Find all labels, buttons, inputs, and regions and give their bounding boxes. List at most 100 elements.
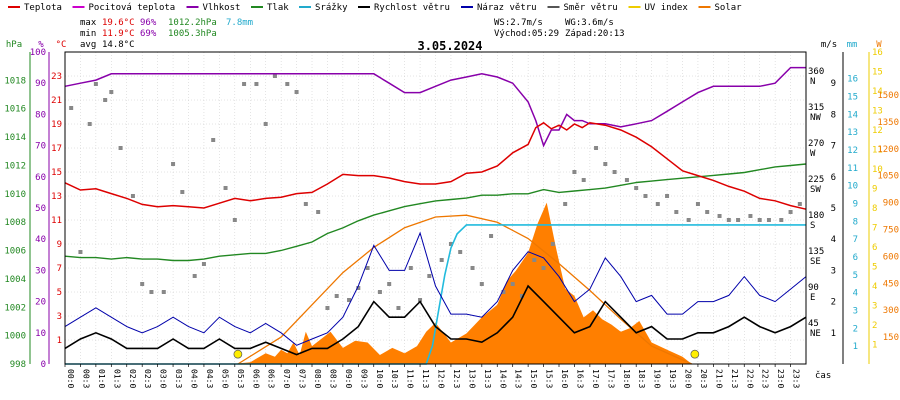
tick-label-rain: 1 xyxy=(853,342,858,352)
tick-label-x: 16:3 xyxy=(575,369,584,388)
tick-label-x: 07:0 xyxy=(282,369,291,388)
tick-label-uv: 5 xyxy=(872,263,877,273)
unit-solar: W xyxy=(876,40,882,50)
tick-label-solar: 300 xyxy=(883,306,899,316)
tick-label-wind: 1 xyxy=(831,329,836,339)
tick-label-x: 21:3 xyxy=(730,369,739,388)
tick-label-pressure: 1012 xyxy=(4,161,26,171)
wind-direction-point xyxy=(272,74,277,78)
tick-label-solar: 900 xyxy=(883,199,899,209)
legend-label-6: Náraz větru xyxy=(477,3,537,13)
wind-direction-point xyxy=(140,282,145,286)
tick-label-solar: 1200 xyxy=(877,145,899,155)
tick-label-x: 12:0 xyxy=(437,369,446,388)
tick-label-rain: 8 xyxy=(853,217,858,227)
wind-direction-point xyxy=(736,218,741,222)
wind-direction-point xyxy=(223,186,228,190)
tick-label-direction: 135 xyxy=(808,247,824,257)
tick-label-temperature: 9 xyxy=(57,240,62,250)
tick-label-uv: 1 xyxy=(872,341,877,351)
tick-label-x: 02:3 xyxy=(143,369,152,388)
tick-label-rain: 14 xyxy=(847,110,858,120)
stats-max-humidity: 96% xyxy=(140,18,157,28)
tick-label-wind: 2 xyxy=(831,298,836,308)
wind-direction-point xyxy=(285,82,290,86)
wind-direction-point xyxy=(334,294,339,298)
tick-label-wind: 7 xyxy=(831,142,836,152)
unit-wind: m/s xyxy=(821,40,837,50)
tick-label-x: 13:0 xyxy=(467,369,476,388)
tick-label-rain: 13 xyxy=(847,128,858,138)
tick-label-wind: 8 xyxy=(831,110,836,120)
tick-label-direction-name: SE xyxy=(810,257,821,267)
stats-max-pressure: 1012.2hPa xyxy=(168,18,217,28)
tick-label-rain: 16 xyxy=(847,75,858,85)
wind-direction-point xyxy=(294,90,299,94)
unit-humidity: % xyxy=(38,40,44,50)
wind-direction-point xyxy=(356,286,361,290)
tick-label-x: 05:0 xyxy=(220,369,229,388)
tick-label-humidity: 0 xyxy=(41,360,46,370)
tick-label-uv: 9 xyxy=(872,185,877,195)
stats-avg-temp: 14.8°C xyxy=(102,40,135,50)
tick-label-x: 20:0 xyxy=(684,369,693,388)
tick-label-uv: 4 xyxy=(872,282,877,292)
wind-direction-point xyxy=(69,106,74,110)
wind-direction-point xyxy=(788,210,793,214)
tick-label-pressure: 1014 xyxy=(4,133,26,143)
tick-label-humidity: 40 xyxy=(35,235,46,245)
wind-direction-point xyxy=(695,202,700,206)
tick-label-humidity: 90 xyxy=(35,79,46,89)
tick-label-x: 01:0 xyxy=(97,369,106,388)
wind-direction-point xyxy=(686,218,691,222)
tick-label-x: 20:3 xyxy=(699,369,708,388)
wind-direction-point xyxy=(109,90,114,94)
tick-label-pressure: 1000 xyxy=(4,332,26,342)
stats-sunrise: Východ:05:29 xyxy=(494,29,559,39)
wind-direction-point xyxy=(118,146,123,150)
tick-label-x: 03:3 xyxy=(174,369,183,388)
tick-label-humidity: 80 xyxy=(35,110,46,120)
tick-label-pressure: 1010 xyxy=(4,190,26,200)
wind-direction-point xyxy=(93,82,98,86)
tick-label-direction-name: E xyxy=(810,293,815,303)
tick-label-x: 12:3 xyxy=(452,369,461,388)
stats-min-pressure: 1005.3hPa xyxy=(168,29,217,39)
wind-direction-point xyxy=(365,266,370,270)
tick-label-direction-name: W xyxy=(810,149,816,159)
stats-min-label: min xyxy=(80,29,96,39)
tick-label-solar: 450 xyxy=(883,279,899,289)
tick-label-uv: 13 xyxy=(872,107,883,117)
series-temperature xyxy=(64,121,807,210)
tick-label-temperature: 17 xyxy=(51,144,62,154)
tick-label-x: 08:3 xyxy=(328,369,337,388)
wind-direction-point xyxy=(581,178,586,182)
tick-label-rain: 10 xyxy=(847,182,858,192)
tick-label-uv: 7 xyxy=(872,224,877,234)
wind-direction-point xyxy=(439,258,444,262)
tick-label-direction-name: SW xyxy=(810,185,821,195)
legend-label-8: UV index xyxy=(645,3,689,13)
plot-area xyxy=(64,52,807,365)
series-humidity xyxy=(64,66,806,148)
tick-label-direction: 315 xyxy=(808,103,824,113)
tick-label-humidity: 10 xyxy=(35,329,46,339)
tick-label-pressure: 1004 xyxy=(4,275,26,285)
tick-label-humidity: 30 xyxy=(35,266,46,276)
tick-label-x: 06:0 xyxy=(251,369,260,388)
wind-direction-point xyxy=(303,202,308,206)
tick-label-solar: 150 xyxy=(883,333,899,343)
tick-label-x: 02:0 xyxy=(128,369,137,388)
tick-label-x: 00:0 xyxy=(66,369,75,388)
wind-direction-point xyxy=(87,122,92,126)
tick-label-x: 18:0 xyxy=(622,369,631,388)
unit-rain: mm xyxy=(847,40,858,50)
wind-direction-point xyxy=(563,202,568,206)
stats-panel: max 19.6°C 96% 1012.2hPa 7.8mm min 11.9°… xyxy=(80,18,625,50)
tick-label-wind: 4 xyxy=(831,235,836,245)
series-pressure xyxy=(64,163,807,262)
wind-direction-point xyxy=(396,306,401,310)
legend-label-1: Pocitová teplota xyxy=(89,3,176,13)
tick-label-direction-name: NW xyxy=(810,113,821,123)
